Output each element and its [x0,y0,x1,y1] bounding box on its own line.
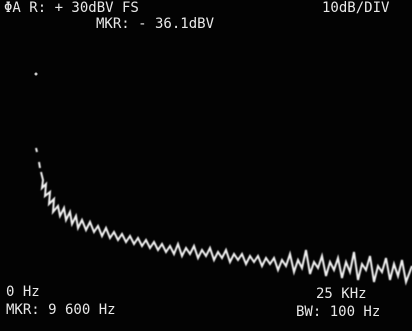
stop-freq: 25 KHz [316,286,367,302]
page: ΦA R: + 30dBV FS 10dB/DIV MKR: - 36.1dBV… [0,0,412,331]
scale-label: 10dB/DIV [322,0,390,16]
range-label: ΦA R: + 30dBV FS [4,0,139,16]
analyzer-screen: ΦA R: + 30dBV FS 10dB/DIV MKR: - 36.1dBV… [0,0,412,331]
marker-freq: MKR: 9 600 Hz [6,302,116,318]
bandwidth: BW: 100 Hz [296,304,380,320]
screen-background [0,0,412,331]
start-freq: 0 Hz [6,284,40,300]
marker-dot [35,73,38,76]
marker-level: MKR: - 36.1dBV [96,16,215,32]
